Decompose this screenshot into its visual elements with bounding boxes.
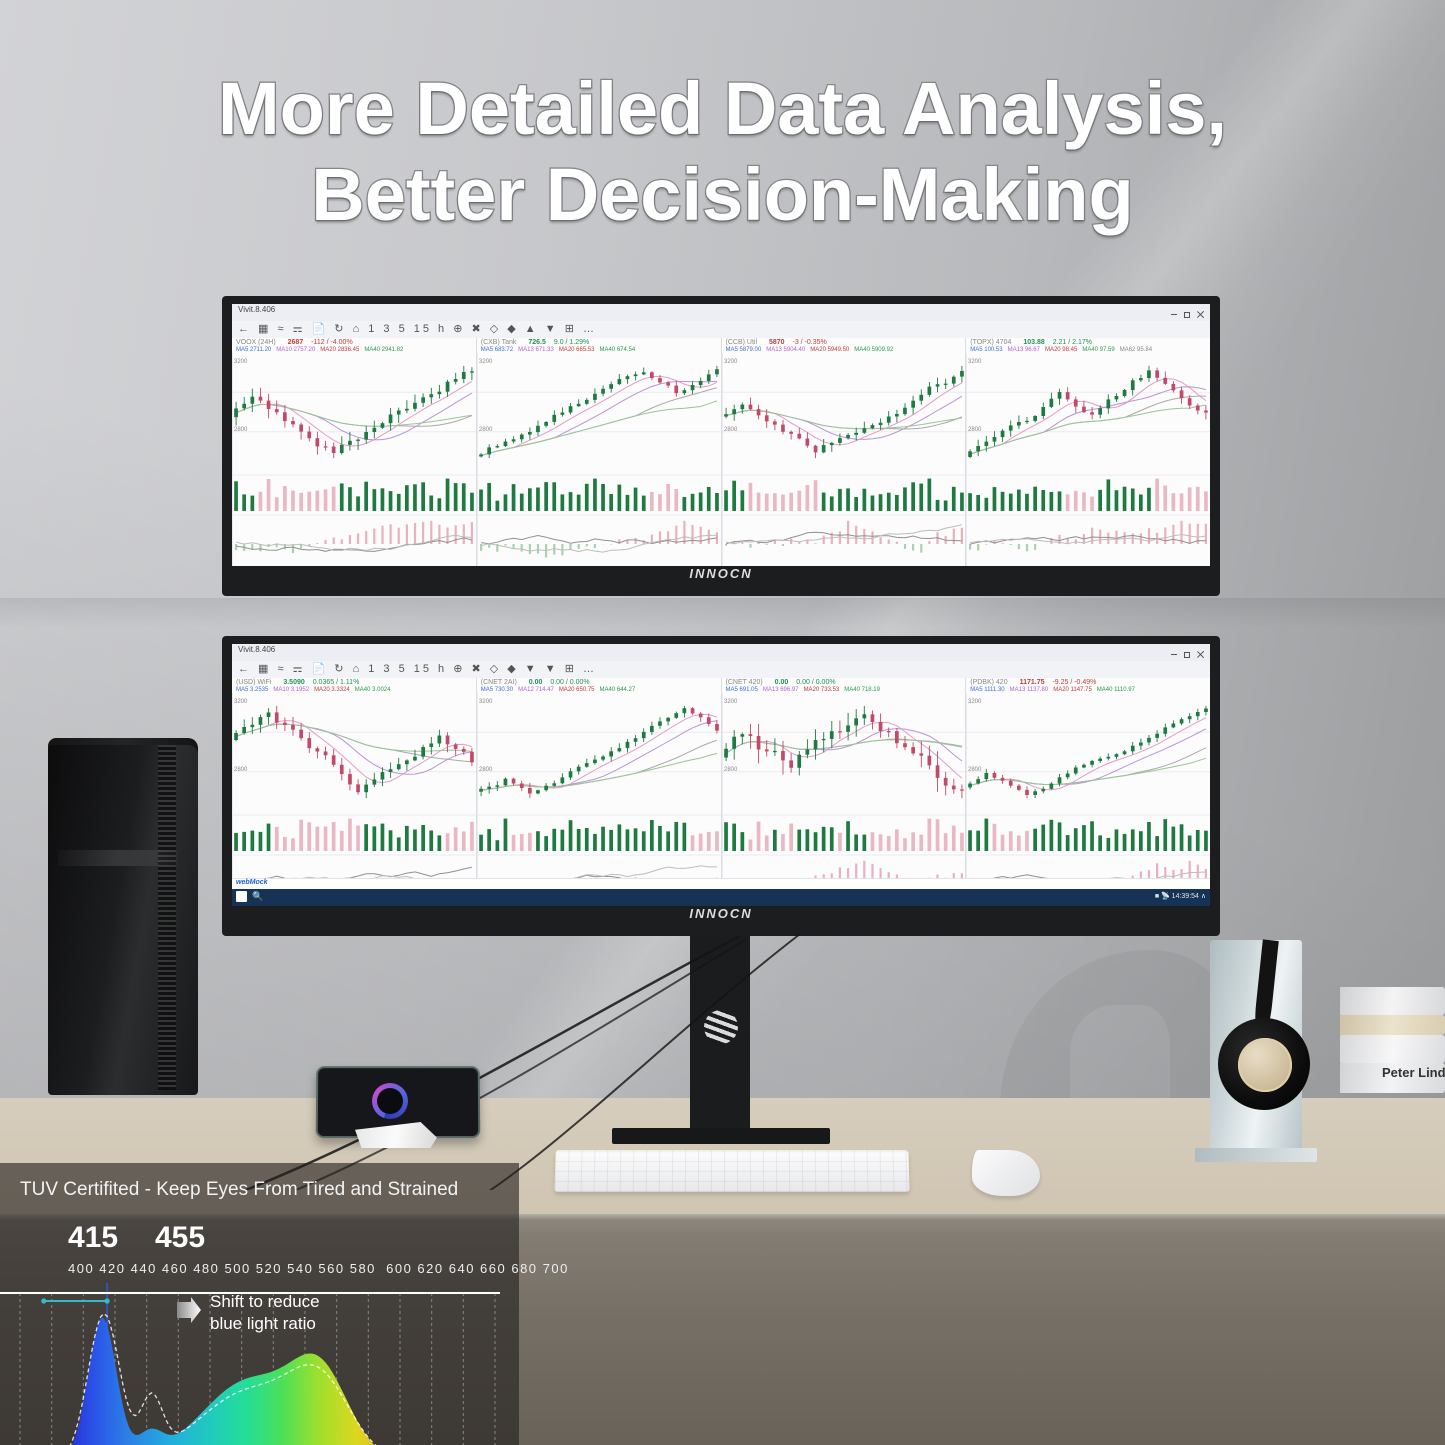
svg-text:2800: 2800: [968, 767, 982, 773]
svg-text:3200: 3200: [724, 359, 738, 365]
svg-text:3200: 3200: [234, 699, 248, 705]
svg-text:3200: 3200: [968, 699, 982, 705]
svg-text:2800: 2800: [234, 767, 248, 773]
svg-text:3200: 3200: [234, 359, 248, 365]
svg-text:3200: 3200: [479, 699, 493, 705]
svg-text:2800: 2800: [479, 427, 493, 433]
svg-text:2800: 2800: [724, 767, 738, 773]
svg-text:2800: 2800: [234, 427, 248, 433]
svg-text:3200: 3200: [968, 359, 982, 365]
svg-text:2800: 2800: [724, 427, 738, 433]
svg-text:3200: 3200: [724, 699, 738, 705]
svg-text:3200: 3200: [479, 359, 493, 365]
svg-text:2800: 2800: [968, 427, 982, 433]
svg-text:2800: 2800: [479, 767, 493, 773]
